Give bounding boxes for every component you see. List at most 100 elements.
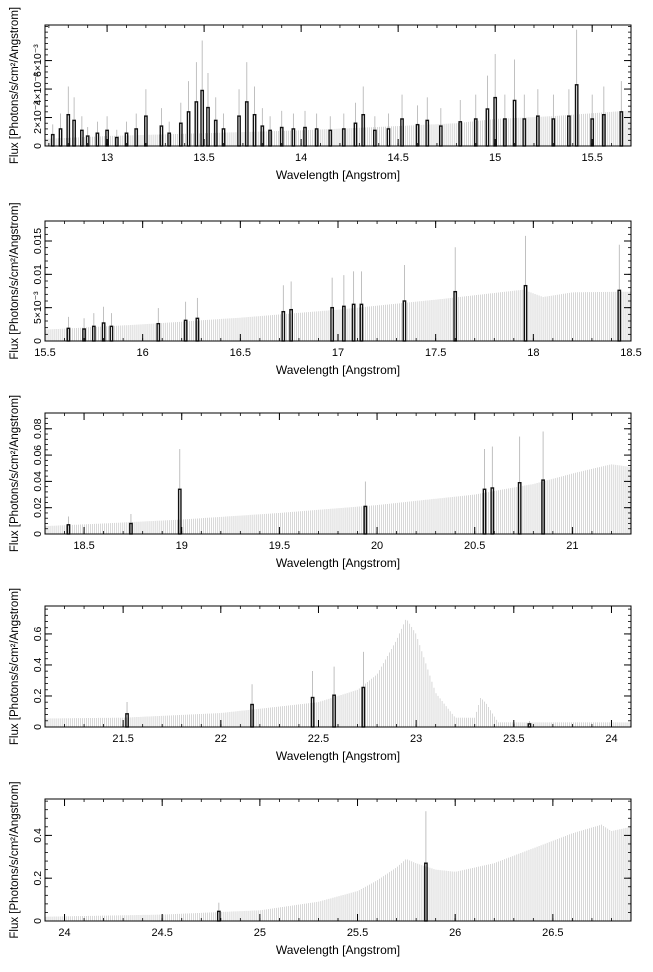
observed-bar-21 <box>237 115 241 147</box>
x-tick-label-5: 26.5 <box>542 927 563 939</box>
x-tick-label-5: 18 <box>527 347 539 359</box>
observed-bar-17 <box>617 289 622 342</box>
chart-panel-1: 13 13.5 14 14.5 15 15.5 0 2×10⁻³4×10⁻³6×10⁻³ Wav… <box>9 7 632 182</box>
model-series <box>45 619 631 727</box>
observed-bar-1 <box>58 128 63 147</box>
observed-bar-16 <box>523 284 528 342</box>
chart-panel-4: 21.5 22 22.5 23 23.5 24 0 0.2 0.4 0.6 Wavelength [… <box>9 588 632 763</box>
x-tick-label-0: 15.5 <box>34 347 55 359</box>
observed-bar-46 <box>522 118 527 147</box>
observed-bar-9 <box>289 308 293 342</box>
x-tick-label-2: 22.5 <box>308 733 329 745</box>
y-tick-label-1: 5×10⁻³ <box>32 291 44 324</box>
observed-bar-6 <box>95 132 100 147</box>
x-tick-label-2: 14 <box>295 152 307 164</box>
y-tick-label-1: 0.2 <box>32 689 44 704</box>
x-tick-label-2: 16.5 <box>230 347 251 359</box>
x-tick-label-4: 17.5 <box>425 347 446 359</box>
observed-bar-6 <box>517 482 522 535</box>
x-tick-label-0: 13 <box>101 152 113 164</box>
observed-bar-10 <box>134 128 139 147</box>
observed-bar-31 <box>341 128 346 147</box>
model-series <box>45 289 631 341</box>
observed-bar-35 <box>386 128 391 147</box>
x-axis-label: Wavelength [Angstrom] <box>276 363 400 377</box>
observed-bar-34 <box>373 129 377 147</box>
observed-bar-2 <box>177 488 182 535</box>
y-tick-label-3: 0.015 <box>32 228 44 254</box>
y-tick-label-0: 0 <box>32 143 44 149</box>
x-tick-label-1: 16 <box>137 347 149 359</box>
observed-bar-36 <box>400 118 404 147</box>
observed-bar-38 <box>425 119 430 147</box>
x-axis-label: Wavelength [Angstrom] <box>276 556 400 570</box>
x-tick-label-5: 21 <box>566 540 578 552</box>
observed-series <box>66 431 545 535</box>
x-tick-label-3: 17 <box>332 347 344 359</box>
y-tick-label-1: 0.2 <box>32 871 44 886</box>
x-tick-label-0: 24 <box>58 927 70 939</box>
y-axis-label: Flux [Photons/s/cm²/Angstrom] <box>9 781 21 938</box>
observed-bar-47 <box>535 115 540 147</box>
x-tick-label-1: 13.5 <box>193 152 214 164</box>
observed-bar-17 <box>200 89 205 147</box>
y-tick-label-0: 0 <box>32 338 44 344</box>
observed-bar-11 <box>144 115 148 147</box>
y-tick-label-2: 0.01 <box>32 264 44 285</box>
x-tick-label-0: 18.5 <box>73 540 94 552</box>
x-tick-label-4: 23.5 <box>503 733 524 745</box>
x-tick-label-1: 19 <box>176 540 188 552</box>
plot-frame <box>44 605 632 728</box>
x-tick-label-2: 25 <box>254 927 266 939</box>
observed-bar-16 <box>194 101 199 147</box>
y-tick-label-2: 0.04 <box>32 471 44 492</box>
y-axis-label: Flux [Photons/s/cm²/Angstrom] <box>9 395 21 552</box>
observed-bar-2 <box>91 325 96 342</box>
y-tick-label-2: 0.4 <box>32 657 44 672</box>
model-series <box>45 110 631 146</box>
y-tick-label-3: 0.6 <box>32 626 44 641</box>
observed-bar-30 <box>328 129 333 147</box>
chart-panel-3: 18.5 19 19.5 20 20.5 21 0 0.02 0.04 0.06 0.08 Wavel… <box>9 395 632 570</box>
x-axis-label: Wavelength [Angstrom] <box>276 749 400 763</box>
x-minor-ticks <box>44 413 612 534</box>
observed-bar-41 <box>473 118 478 147</box>
x-tick-label-3: 25.5 <box>347 927 368 939</box>
observed-bar-50 <box>574 84 579 147</box>
observed-series <box>66 235 622 342</box>
y-axis-label: Flux [Photons/s/cm²/Angstrom] <box>9 202 21 359</box>
x-tick-label-1: 22 <box>215 733 227 745</box>
x-tick-label-5: 24 <box>605 733 617 745</box>
plot-frame <box>44 24 632 147</box>
chart-panel-2: 15.5 16 16.5 17 17.5 18 18.5 0 5×10⁻³ 0.01 0.015 Wa… <box>9 202 642 377</box>
model-series <box>45 824 631 921</box>
x-minor-ticks <box>64 221 612 341</box>
observed-bar-42 <box>485 108 490 147</box>
x-axis-label: Wavelength [Angstrom] <box>276 168 400 182</box>
observed-bar-22 <box>244 101 249 147</box>
x-tick-label-4: 15 <box>489 152 501 164</box>
observed-bar-8 <box>281 310 286 342</box>
observed-series <box>50 29 624 147</box>
x-tick-label-1: 24.5 <box>151 927 172 939</box>
observed-bar-15 <box>453 290 458 342</box>
y-tick-label-0: 0 <box>32 918 44 924</box>
y-tick-label-1: 0.02 <box>32 497 44 518</box>
x-tick-label-5: 15.5 <box>581 152 602 164</box>
x-tick-label-2: 19.5 <box>269 540 290 552</box>
observed-bar-14 <box>178 122 183 147</box>
observed-bar-4 <box>80 129 84 147</box>
observed-bar-15 <box>186 111 191 147</box>
observed-bar-18 <box>206 106 210 147</box>
x-tick-label-6: 18.5 <box>620 347 641 359</box>
x-tick-label-3: 23 <box>410 733 422 745</box>
y-tick-label-4: 0.08 <box>32 418 44 439</box>
x-axis-label: Wavelength [Angstrom] <box>276 943 400 957</box>
observed-bar-10 <box>330 306 335 342</box>
chart-panel-5: 24 24.5 25 25.5 26 26.5 0 0.2 0.4 Wavelength [Ang… <box>9 781 632 957</box>
observed-bar-14 <box>402 300 407 342</box>
y-tick-label-0: 0 <box>32 531 44 537</box>
x-minor-ticks <box>44 799 612 921</box>
y-axis-label: Flux [Photons/s/cm²/Angstrom] <box>9 7 21 164</box>
